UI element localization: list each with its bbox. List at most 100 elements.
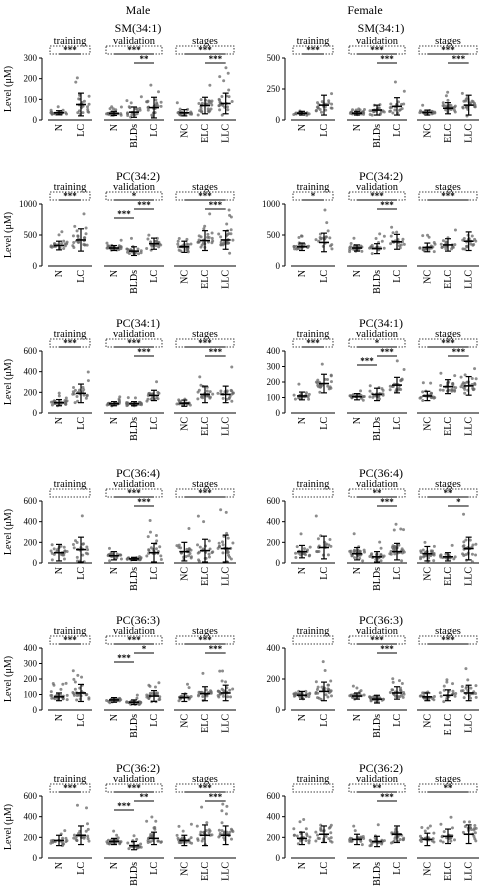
- y-tick-label: 600: [267, 496, 281, 506]
- data-point: [76, 673, 80, 677]
- data-point: [219, 235, 223, 239]
- data-point: [420, 826, 424, 830]
- x-tick-label: BLDs: [372, 714, 383, 738]
- data-point: [203, 224, 207, 228]
- data-point: [463, 387, 467, 391]
- data-point: [61, 682, 65, 686]
- data-point: [134, 107, 138, 111]
- x-tick-label: LLC: [464, 270, 475, 289]
- data-point: [50, 696, 54, 700]
- sig-label: ***: [198, 338, 212, 348]
- data-point: [177, 545, 181, 549]
- data-point: [135, 696, 139, 700]
- data-point: [453, 694, 457, 698]
- data-point: [73, 680, 77, 684]
- sig-label: *: [375, 338, 380, 348]
- data-point: [352, 236, 356, 240]
- data-point: [61, 836, 65, 840]
- y-tick-label: 300: [267, 362, 281, 372]
- sig-label: ***: [370, 635, 384, 645]
- data-point: [230, 365, 234, 369]
- data-point: [323, 208, 327, 212]
- data-point: [400, 693, 404, 697]
- data-point: [73, 687, 77, 691]
- sig-label: ***: [380, 792, 394, 802]
- data-point: [126, 114, 130, 118]
- data-point: [61, 553, 65, 557]
- group-label: stages: [435, 774, 461, 785]
- data-point: [187, 527, 191, 531]
- data-point: [154, 244, 158, 248]
- data-point: [188, 403, 192, 407]
- data-point: [147, 697, 151, 701]
- data-point: [82, 388, 86, 392]
- data-point: [398, 246, 402, 250]
- data-point: [349, 241, 353, 245]
- group-stages: stages***NC ELC LLC: [417, 479, 479, 586]
- x-tick-label: N: [352, 714, 363, 721]
- panel-title: PC(36:3): [359, 613, 403, 627]
- data-point: [146, 535, 150, 539]
- data-point: [329, 689, 333, 693]
- data-point: [210, 236, 214, 240]
- group-stages: stages***NC ELC LLC: [174, 479, 236, 586]
- data-point: [330, 92, 334, 96]
- data-point: [221, 669, 225, 673]
- data-point: [473, 382, 477, 386]
- data-point: [368, 838, 372, 842]
- data-point: [175, 402, 179, 406]
- data-point: [206, 240, 210, 244]
- data-point: [329, 679, 333, 683]
- data-point: [62, 239, 66, 243]
- data-point: [220, 829, 224, 833]
- data-point: [82, 836, 86, 840]
- y-tick-label: 400: [24, 367, 38, 377]
- data-point: [224, 66, 228, 70]
- data-point: [139, 249, 143, 253]
- data-point: [370, 252, 374, 256]
- group-training: training*** N LC: [291, 36, 335, 137]
- panel-title: PC(36:3): [116, 613, 160, 627]
- data-point: [114, 108, 118, 112]
- data-point: [441, 840, 445, 844]
- x-tick-label: LC: [76, 714, 87, 727]
- sig-label: ***: [370, 45, 384, 55]
- data-point: [326, 695, 330, 699]
- data-point: [474, 542, 478, 546]
- data-point: [297, 247, 301, 251]
- x-tick-label: NC: [422, 417, 433, 431]
- sig-label: ***: [198, 635, 212, 645]
- data-point: [315, 550, 319, 554]
- x-tick-label: LC: [319, 567, 330, 580]
- group-box: [348, 783, 406, 793]
- data-point: [390, 688, 394, 692]
- sig-label: ***: [137, 200, 151, 210]
- sig-label: ***: [452, 347, 466, 357]
- data-point: [57, 394, 61, 398]
- data-point: [374, 236, 378, 240]
- data-point: [402, 528, 406, 532]
- panel-0: SM(34:1)Level (μM)0100200300training***N…: [3, 21, 236, 148]
- data-point: [397, 543, 401, 547]
- y-axis-label: Level (μM): [3, 656, 14, 702]
- group-label: validation: [356, 626, 399, 637]
- data-point: [319, 110, 323, 114]
- data-point: [218, 75, 222, 79]
- data-point: [74, 837, 78, 841]
- sig-label: ***: [209, 792, 223, 802]
- group-validation: validation******N BLDs LC: [104, 479, 164, 591]
- data-point: [294, 691, 298, 695]
- data-point: [138, 555, 142, 559]
- data-point: [135, 837, 139, 841]
- y-tick-label: 0: [276, 558, 281, 568]
- data-point: [329, 380, 333, 384]
- data-point: [230, 399, 234, 403]
- y-tick-label: 400: [267, 346, 281, 356]
- data-point: [453, 243, 457, 247]
- group-box: [105, 635, 163, 645]
- y-tick-label: 600: [24, 791, 38, 801]
- data-point: [329, 544, 333, 548]
- x-tick-label: LLC: [464, 124, 475, 143]
- sig-label: ***: [441, 635, 455, 645]
- group-stages: stages******NC ELC LLC: [174, 36, 236, 143]
